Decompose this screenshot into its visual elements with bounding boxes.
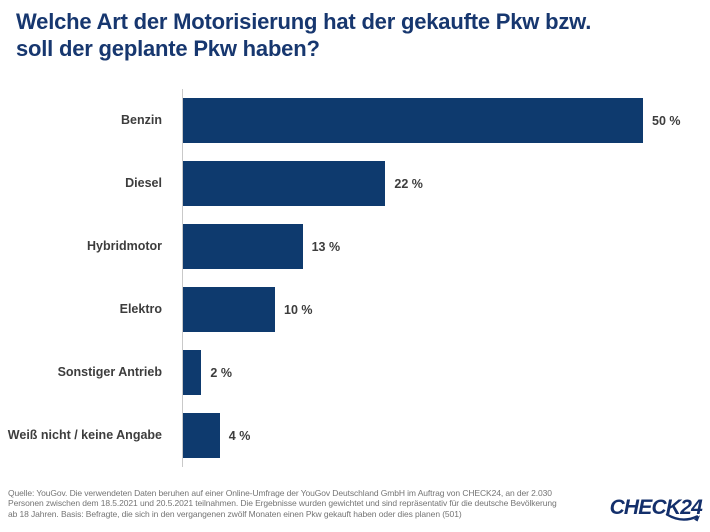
chart-row: Hybridmotor 13 % <box>0 215 710 278</box>
bar <box>183 287 275 332</box>
bar-chart: Benzin 50 % Diesel 22 % Hybridmotor 13 %… <box>0 89 710 467</box>
bar <box>183 413 220 458</box>
bar <box>183 224 303 269</box>
category-label: Hybridmotor <box>87 238 162 253</box>
bar <box>183 350 202 395</box>
plot-area: 10 % <box>182 278 710 341</box>
page-title-line-1: Welche Art der Motorisierung hat der gek… <box>16 9 592 34</box>
plot-area: 4 % <box>182 404 710 467</box>
page-title: Welche Art der Motorisierung hat der gek… <box>16 8 706 62</box>
source-note-line-1: Quelle: YouGov. Die verwendeten Daten be… <box>8 487 552 498</box>
value-label: 4 % <box>228 428 251 443</box>
chart-row: Elektro 10 % <box>0 278 710 341</box>
category-label: Sonstiger Antrieb <box>57 364 162 379</box>
plot-area: 50 % <box>182 89 710 152</box>
value-label: 13 % <box>311 239 341 254</box>
value-label: 2 % <box>210 365 232 380</box>
logo-swoosh-icon <box>665 513 700 522</box>
chart-row: Diesel 22 % <box>0 152 710 215</box>
category-label: Elektro <box>119 301 162 316</box>
check24-logo: CHECK24 <box>609 496 703 522</box>
source-note-line-2: Personen zwischen dem 18.5.2021 und 20.5… <box>8 498 557 508</box>
plot-area: 13 % <box>182 215 710 278</box>
chart-row: Weiß nicht / keine Angabe 4 % <box>0 404 710 467</box>
category-label: Weiß nicht / keine Angabe <box>7 427 162 442</box>
chart-row: Benzin 50 % <box>0 89 710 152</box>
page-title-line-2: soll der geplante Pkw haben? <box>16 36 320 61</box>
plot-area: 2 % <box>182 341 710 404</box>
source-note: Quelle: YouGov. Die verwendeten Daten be… <box>8 488 557 520</box>
value-label: 10 % <box>284 302 313 317</box>
plot-area: 22 % <box>182 152 710 215</box>
category-label: Benzin <box>121 112 162 127</box>
source-note-line-3: ab 18 Jahren. Basis: Befragte, die sich … <box>8 508 462 519</box>
value-label: 50 % <box>652 113 681 128</box>
check24-logo-text: CHECK24 <box>609 496 703 519</box>
bar <box>183 161 386 206</box>
value-label: 22 % <box>394 176 423 191</box>
chart-row: Sonstiger Antrieb 2 % <box>0 341 710 404</box>
bar <box>183 98 643 143</box>
category-label: Diesel <box>125 175 162 190</box>
